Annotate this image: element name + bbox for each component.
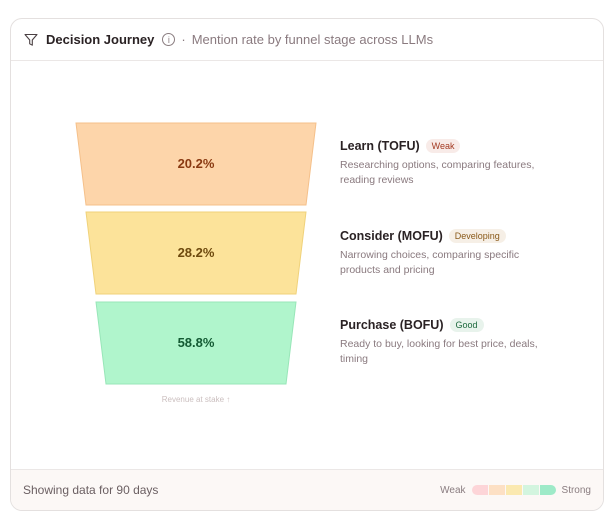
legend-strong-label: Strong [561,484,591,496]
funnel-segment-tofu[interactable] [75,122,317,206]
stage-description: Ready to buy, looking for best price, de… [340,338,538,365]
stage-name: Consider (MOFU) [340,229,443,243]
legend-scale [471,485,556,495]
legend-swatch [522,485,539,495]
info-icon[interactable]: i [162,33,176,46]
stage-tofu: Learn (TOFU) Weak Researching options, co… [340,139,560,188]
funnel-segment-mofu[interactable] [85,211,307,295]
decision-journey-card: Decision Journey i · Mention rate by fun… [10,18,604,511]
stage-bofu: Purchase (BOFU) Good Ready to buy, lookin… [340,318,560,367]
funnel-value-mofu: 28.2% [177,245,215,260]
legend-swatch [488,485,505,495]
status-badge: Developing [448,229,506,243]
stage-mofu: Consider (MOFU) Developing Narrowing choi… [340,229,560,278]
status-badge: Weak [425,139,461,153]
legend-swatch [471,485,488,495]
legend-weak-label: Weak [440,484,466,496]
stage-name: Learn (TOFU) [340,139,420,153]
card-subtitle: Mention rate by funnel stage across LLMs [191,32,434,47]
status-badge: Good [449,318,484,332]
separator: · [181,32,186,47]
stage-description: Researching options, comparing features,… [340,159,535,186]
card-footer: Showing data for 90 days Weak Strong [11,469,603,510]
strength-legend: Weak Strong [440,485,591,496]
funnel-value-tofu: 20.2% [177,156,215,171]
stage-description: Narrowing choices, comparing specific pr… [340,249,520,276]
card-title: Decision Journey [46,32,155,47]
date-range-text: Showing data for 90 days [23,483,159,497]
legend-swatch [539,485,556,495]
legend-swatch [505,485,522,495]
revenue-at-stake-label: Revenue at stake ↑ [161,395,231,404]
funnel-chart [75,122,317,385]
funnel-icon [24,33,38,46]
stage-name: Purchase (BOFU) [340,318,444,332]
funnel-value-bofu: 58.8% [177,335,215,350]
funnel-segment-bofu[interactable] [95,301,297,385]
card-header: Decision Journey i · Mention rate by fun… [11,19,603,61]
